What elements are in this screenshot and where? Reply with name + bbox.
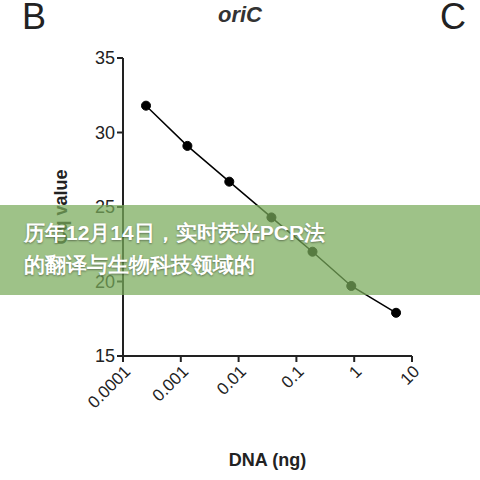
svg-text:30: 30 xyxy=(95,123,115,143)
svg-text:0.1: 0.1 xyxy=(278,362,308,392)
html-text:oriC: oriC xyxy=(218,2,262,27)
svg-text:15: 15 xyxy=(95,346,115,366)
svg-text:35: 35 xyxy=(95,48,115,68)
html-text:历年12月14日，实时荧光PCR法: 历年12月14日，实时荧光PCR法 xyxy=(24,221,326,244)
svg-text:0.01: 0.01 xyxy=(213,362,250,399)
svg-text:1: 1 xyxy=(345,362,365,382)
svg-text:0.001: 0.001 xyxy=(149,362,193,406)
html-text:的翻译与生物科技领域的: 的翻译与生物科技领域的 xyxy=(24,253,255,276)
svg-text:0.0001: 0.0001 xyxy=(84,362,134,412)
svg-text:10: 10 xyxy=(397,362,424,389)
svg-text:DNA (ng): DNA (ng) xyxy=(229,450,306,470)
